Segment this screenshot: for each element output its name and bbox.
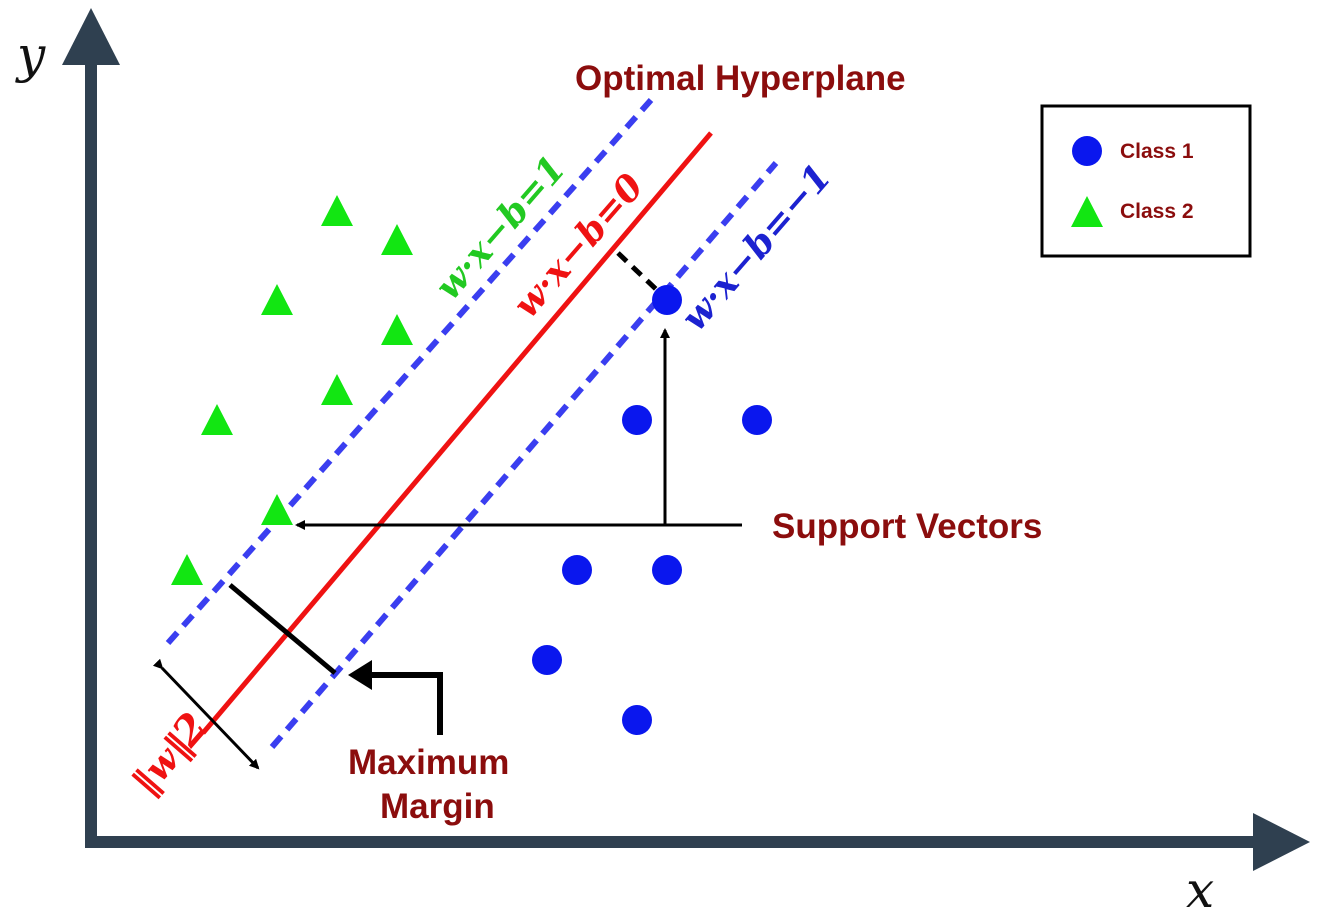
maximum-margin-arrow [358,672,443,735]
distance-dash [616,251,662,295]
legend-class-2: Class 2 [1120,200,1194,223]
legend-class-1: Class 1 [1120,140,1194,163]
triangle-icon [321,374,353,405]
maximum-margin-arrowhead-icon [348,660,372,690]
circle-icon [652,555,682,585]
triangle-icon [261,494,293,525]
support-vectors-arrows [295,328,742,530]
class-1-points [532,285,772,735]
triangle-icon [171,554,203,585]
circle-icon [562,555,592,585]
circle-icon [742,405,772,435]
circle-icon [1072,136,1102,166]
legend-box [1040,104,1252,258]
label-maximum: Maximum [348,743,509,782]
triangle-icon [201,404,233,435]
lower-margin-line [269,161,779,749]
x-axis-label: x [1186,861,1214,919]
axes: y x [15,8,1310,919]
label-support-vectors: Support Vectors [772,507,1042,546]
legend: Class 1 Class 2 [1040,104,1252,258]
label-margin: Margin [380,787,495,826]
triangle-icon [381,314,413,345]
upper-margin-line [165,98,654,645]
circle-icon [652,285,682,315]
triangle-icon [381,224,413,255]
y-axis-label: y [15,26,46,84]
circle-icon [532,645,562,675]
title-optimal-hyperplane: Optimal Hyperplane [575,59,906,98]
margin-double-arrow [152,658,260,770]
x-axis-arrowhead-icon [1253,813,1310,871]
triangle-icon [1071,196,1103,227]
circle-icon [622,405,652,435]
y-axis-arrowhead-icon [62,8,120,65]
triangle-icon [261,284,293,315]
margin-width-bar [228,583,337,675]
circle-icon [622,705,652,735]
class-2-points [171,195,413,585]
triangle-icon [321,195,353,226]
margin-formula: 2 ‖w‖ [124,704,217,803]
